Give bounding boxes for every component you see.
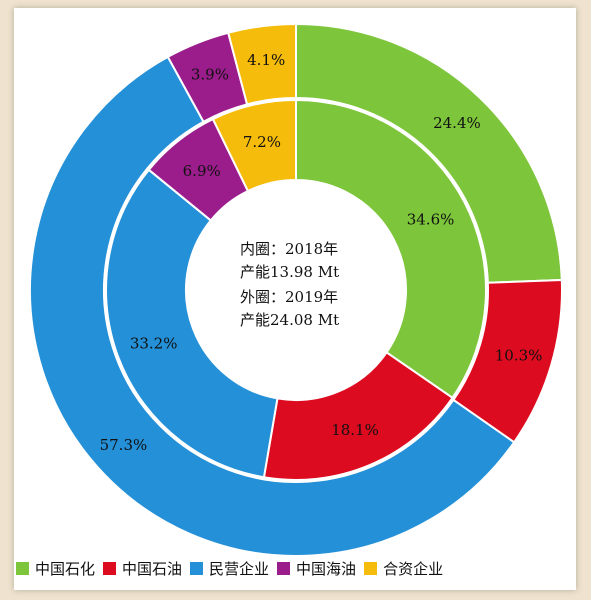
center-line-2: 产能13.98 Mt [240, 263, 339, 281]
legend-item: 合资企业 [364, 558, 443, 579]
legend: 中国石化 中国石油 民营企业 中国海油 合资企业 [16, 556, 566, 580]
inner-slice-label-1: 18.1% [331, 421, 379, 439]
outer-slice-label-3: 3.9% [191, 66, 229, 84]
center-line-3: 外圈：2019年 [240, 288, 338, 306]
outer-slice-0 [295, 22, 563, 284]
center-line-1: 内圈：2018年 [240, 240, 338, 258]
inner-ring [105, 98, 487, 481]
donut-hole [186, 180, 406, 400]
legend-swatch [103, 561, 117, 575]
outer-slice-2 [29, 55, 516, 557]
legend-label: 中国石化 [35, 559, 96, 578]
outer-slice-4 [227, 22, 297, 106]
inner-slice-label-4: 7.2% [243, 133, 281, 151]
legend-swatch [364, 561, 378, 575]
legend-item: 中国石油 [103, 558, 182, 579]
inner-slice-label-2: 33.2% [130, 334, 178, 352]
legend-item: 中国石化 [16, 558, 95, 579]
legend-label: 中国石油 [122, 559, 183, 578]
legend-label: 民营企业 [209, 559, 270, 578]
legend-item: 民营企业 [190, 558, 269, 579]
legend-label: 中国海油 [296, 559, 357, 578]
center-text: 内圈：2018年 产能13.98 Mt 外圈：2019年 产能24.08 Mt [240, 240, 339, 329]
legend-swatch [16, 561, 29, 575]
legend-item: 中国海油 [277, 558, 356, 579]
outer-slice-label-0: 24.4% [433, 114, 481, 132]
outer-ring [29, 22, 563, 557]
outer-slice-label-4: 4.1% [247, 51, 285, 69]
inner-slice-label-3: 6.9% [183, 162, 221, 180]
slice-labels: 34.6% 18.1% 33.2% 6.9% 7.2% 24.4% 10.3% 57.3% 3.… [100, 51, 543, 454]
outer-slice-label-1: 10.3% [495, 346, 543, 364]
legend-label: 合资企业 [383, 559, 444, 578]
center-line-4: 产能24.08 Mt [240, 311, 339, 329]
legend-swatch [277, 561, 291, 575]
inner-slice-label-0: 34.6% [407, 210, 455, 228]
outer-slice-label-2: 57.3% [100, 436, 148, 454]
legend-swatch [190, 561, 204, 575]
